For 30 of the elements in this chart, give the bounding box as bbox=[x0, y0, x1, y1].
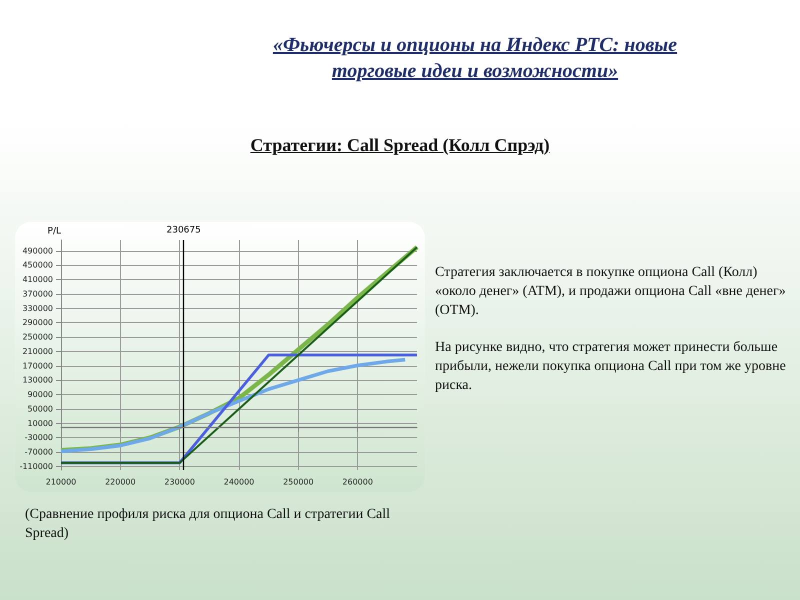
y-tick-label: 370000 bbox=[22, 289, 53, 298]
y-axis-title: P/L bbox=[48, 226, 61, 236]
y-tick-label: 170000 bbox=[22, 361, 53, 370]
y-tick-label: 290000 bbox=[22, 318, 53, 328]
x-tick-label: 250000 bbox=[283, 478, 314, 486]
x-tick-label: 220000 bbox=[105, 478, 136, 486]
y-tick-label: 10000 bbox=[28, 418, 53, 428]
y-tick-label: 450000 bbox=[22, 260, 53, 270]
x-tick-label: 230000 bbox=[164, 478, 195, 486]
y-tick-label: 130000 bbox=[22, 376, 53, 385]
y-tick-label: 90000 bbox=[28, 390, 53, 400]
y-tick-label: 210000 bbox=[22, 346, 53, 356]
text: «Фьючерсы и опционы на Индекс РТС: новые торговые идеи и возможности» bbox=[272, 33, 678, 84]
y-tick-label: -110000 bbox=[20, 462, 53, 471]
text: Стратегия заключается в покупке опциона Call (Колл) «около денег» (ATM), и продажи опциона Call «вне денег» (OTM). bbox=[435, 264, 787, 320]
line-series bbox=[59, 358, 407, 454]
chart-subtitle: Стратегии: Call Spread (Колл Спрэд) bbox=[249, 135, 551, 156]
x-tick-label: 210000 bbox=[46, 478, 76, 486]
y-tick-label: 410000 bbox=[22, 275, 53, 284]
y-tick-label: -30000 bbox=[24, 433, 53, 442]
y-tick-label: 250000 bbox=[22, 332, 53, 342]
text: (Сравнение профиля риска для опциона Call и стратегии Call Spread) bbox=[25, 506, 392, 543]
y-tick-label: -70000 bbox=[24, 448, 53, 457]
x-tick-label: 240000 bbox=[224, 478, 254, 486]
y-tick-label: 490000 bbox=[22, 246, 53, 256]
ref-line-label: 230675 bbox=[166, 226, 201, 236]
text: На рисунке видно, что стратегия может принести больше прибыли, нежели покупка опциона Call при том же уровне риска. bbox=[435, 339, 787, 395]
y-tick-label: 50000 bbox=[28, 404, 53, 414]
x-tick-label: 260000 bbox=[342, 478, 373, 486]
y-tick-label: 330000 bbox=[22, 304, 53, 313]
